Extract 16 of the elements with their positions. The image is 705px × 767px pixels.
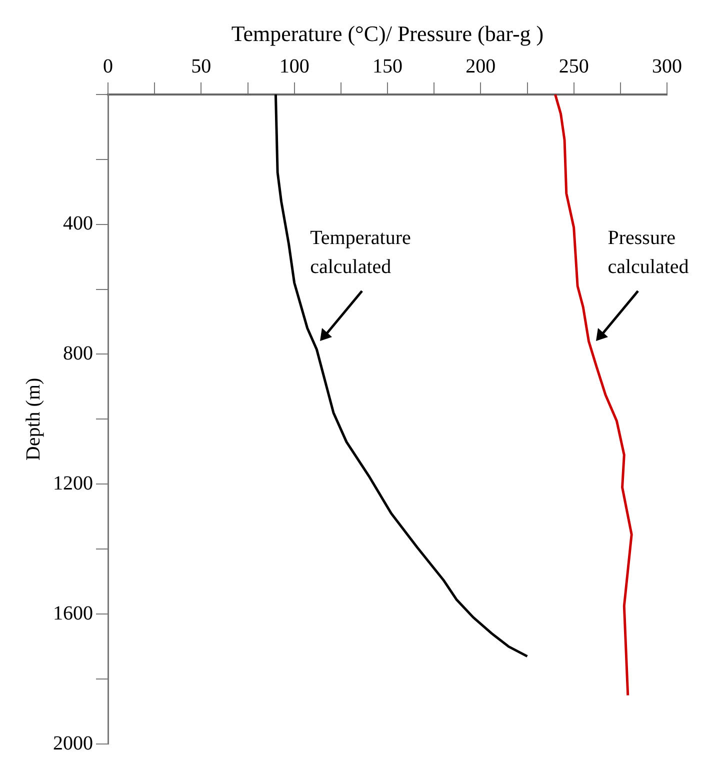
x-tick-label: 100 (279, 56, 310, 78)
y-tick-label: 800 (63, 342, 93, 364)
y-tick-label: 1200 (53, 472, 93, 494)
annotation: Pressure calculated (608, 227, 689, 278)
y-tick-label: 1600 (53, 602, 93, 624)
x-axis-title: Temperature (°C)/ Pressure (bar-g ) (231, 20, 544, 46)
annotation: Temperature calculated (310, 227, 411, 278)
x-tick-label: 50 (191, 56, 212, 78)
x-tick-label: 300 (652, 56, 682, 78)
x-tick-label: 200 (466, 56, 496, 78)
y-axis-title: Depth (m) (22, 378, 44, 461)
x-tick-label: 250 (558, 56, 589, 78)
x-tick-label: 150 (372, 56, 402, 78)
x-tick-label: 0 (103, 56, 113, 78)
y-tick-label: 400 (63, 212, 93, 235)
y-tick-label: 2000 (53, 732, 93, 754)
